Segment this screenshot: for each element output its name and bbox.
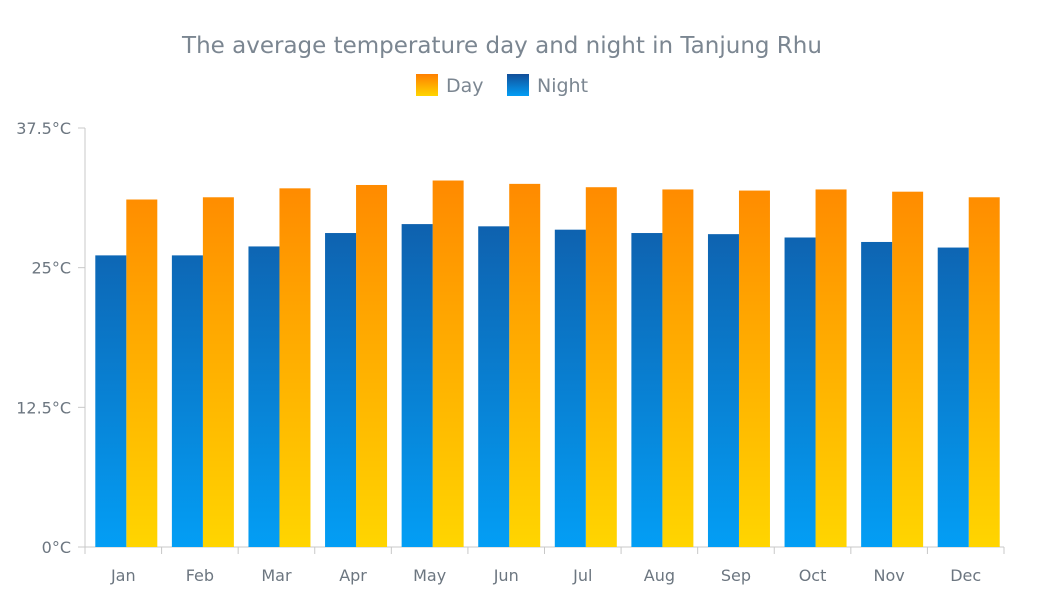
bar-night-jun[interactable] bbox=[478, 226, 510, 548]
x-tick-label: Jul bbox=[572, 566, 592, 585]
legend-label-day: Day bbox=[446, 75, 484, 97]
x-tick-label: Aug bbox=[644, 566, 675, 585]
x-tick-label: Nov bbox=[874, 566, 905, 585]
bar-day-jan[interactable] bbox=[126, 199, 158, 547]
bar-night-feb[interactable] bbox=[171, 255, 203, 547]
y-tick-label: 25°C bbox=[31, 259, 71, 278]
x-tick-label: Mar bbox=[261, 566, 292, 585]
bar-day-jun[interactable] bbox=[509, 183, 541, 547]
legend-item-day[interactable]: Day bbox=[416, 74, 484, 97]
bar-night-dec[interactable] bbox=[937, 247, 969, 547]
bar-night-jul[interactable] bbox=[554, 229, 586, 547]
bar-day-mar[interactable] bbox=[279, 188, 311, 547]
bars bbox=[95, 180, 1000, 548]
x-tick-label: Apr bbox=[339, 566, 367, 585]
x-tick-label: May bbox=[413, 566, 446, 585]
bar-night-nov[interactable] bbox=[861, 241, 893, 547]
x-tick-label: Dec bbox=[950, 566, 981, 585]
x-tick-label: Jan bbox=[110, 566, 136, 585]
bar-day-aug[interactable] bbox=[662, 189, 694, 547]
bar-day-feb[interactable] bbox=[202, 197, 234, 548]
bar-day-may[interactable] bbox=[432, 180, 464, 548]
y-tick-label: 37.5°C bbox=[16, 119, 71, 138]
y-tick-label: 0°C bbox=[42, 538, 71, 557]
legend: Day Night bbox=[416, 74, 588, 97]
bar-day-jul[interactable] bbox=[585, 187, 617, 547]
bar-night-jan[interactable] bbox=[95, 255, 127, 547]
bar-night-sep[interactable] bbox=[707, 234, 739, 547]
x-tick-label: Feb bbox=[186, 566, 214, 585]
x-tick-label: Sep bbox=[721, 566, 751, 585]
x-axis: Jan Feb Mar Apr May Jun Jul Aug Sep Oct Nov Dec bbox=[84, 546, 1005, 585]
y-tick-label: 12.5°C bbox=[16, 398, 71, 417]
chart-title: The average temperature day and night in… bbox=[181, 33, 822, 59]
x-tick-label: Oct bbox=[799, 566, 827, 585]
bar-night-oct[interactable] bbox=[784, 237, 816, 548]
bar-day-nov[interactable] bbox=[892, 191, 924, 548]
bar-day-apr[interactable] bbox=[356, 184, 388, 547]
bar-day-oct[interactable] bbox=[815, 189, 847, 547]
x-tick-label: Jun bbox=[493, 566, 519, 585]
bar-night-mar[interactable] bbox=[248, 246, 280, 548]
legend-swatch-night bbox=[507, 74, 529, 96]
legend-item-night[interactable]: Night bbox=[507, 74, 588, 97]
y-axis: 0°C 12.5°C 25°C 37.5°C bbox=[16, 119, 86, 557]
bar-night-may[interactable] bbox=[401, 224, 433, 547]
bar-night-apr[interactable] bbox=[325, 233, 357, 547]
legend-label-night: Night bbox=[537, 75, 588, 97]
bar-day-dec[interactable] bbox=[968, 197, 1000, 548]
bar-night-aug[interactable] bbox=[631, 233, 663, 547]
bar-day-sep[interactable] bbox=[738, 190, 770, 547]
legend-swatch-day bbox=[416, 74, 438, 96]
